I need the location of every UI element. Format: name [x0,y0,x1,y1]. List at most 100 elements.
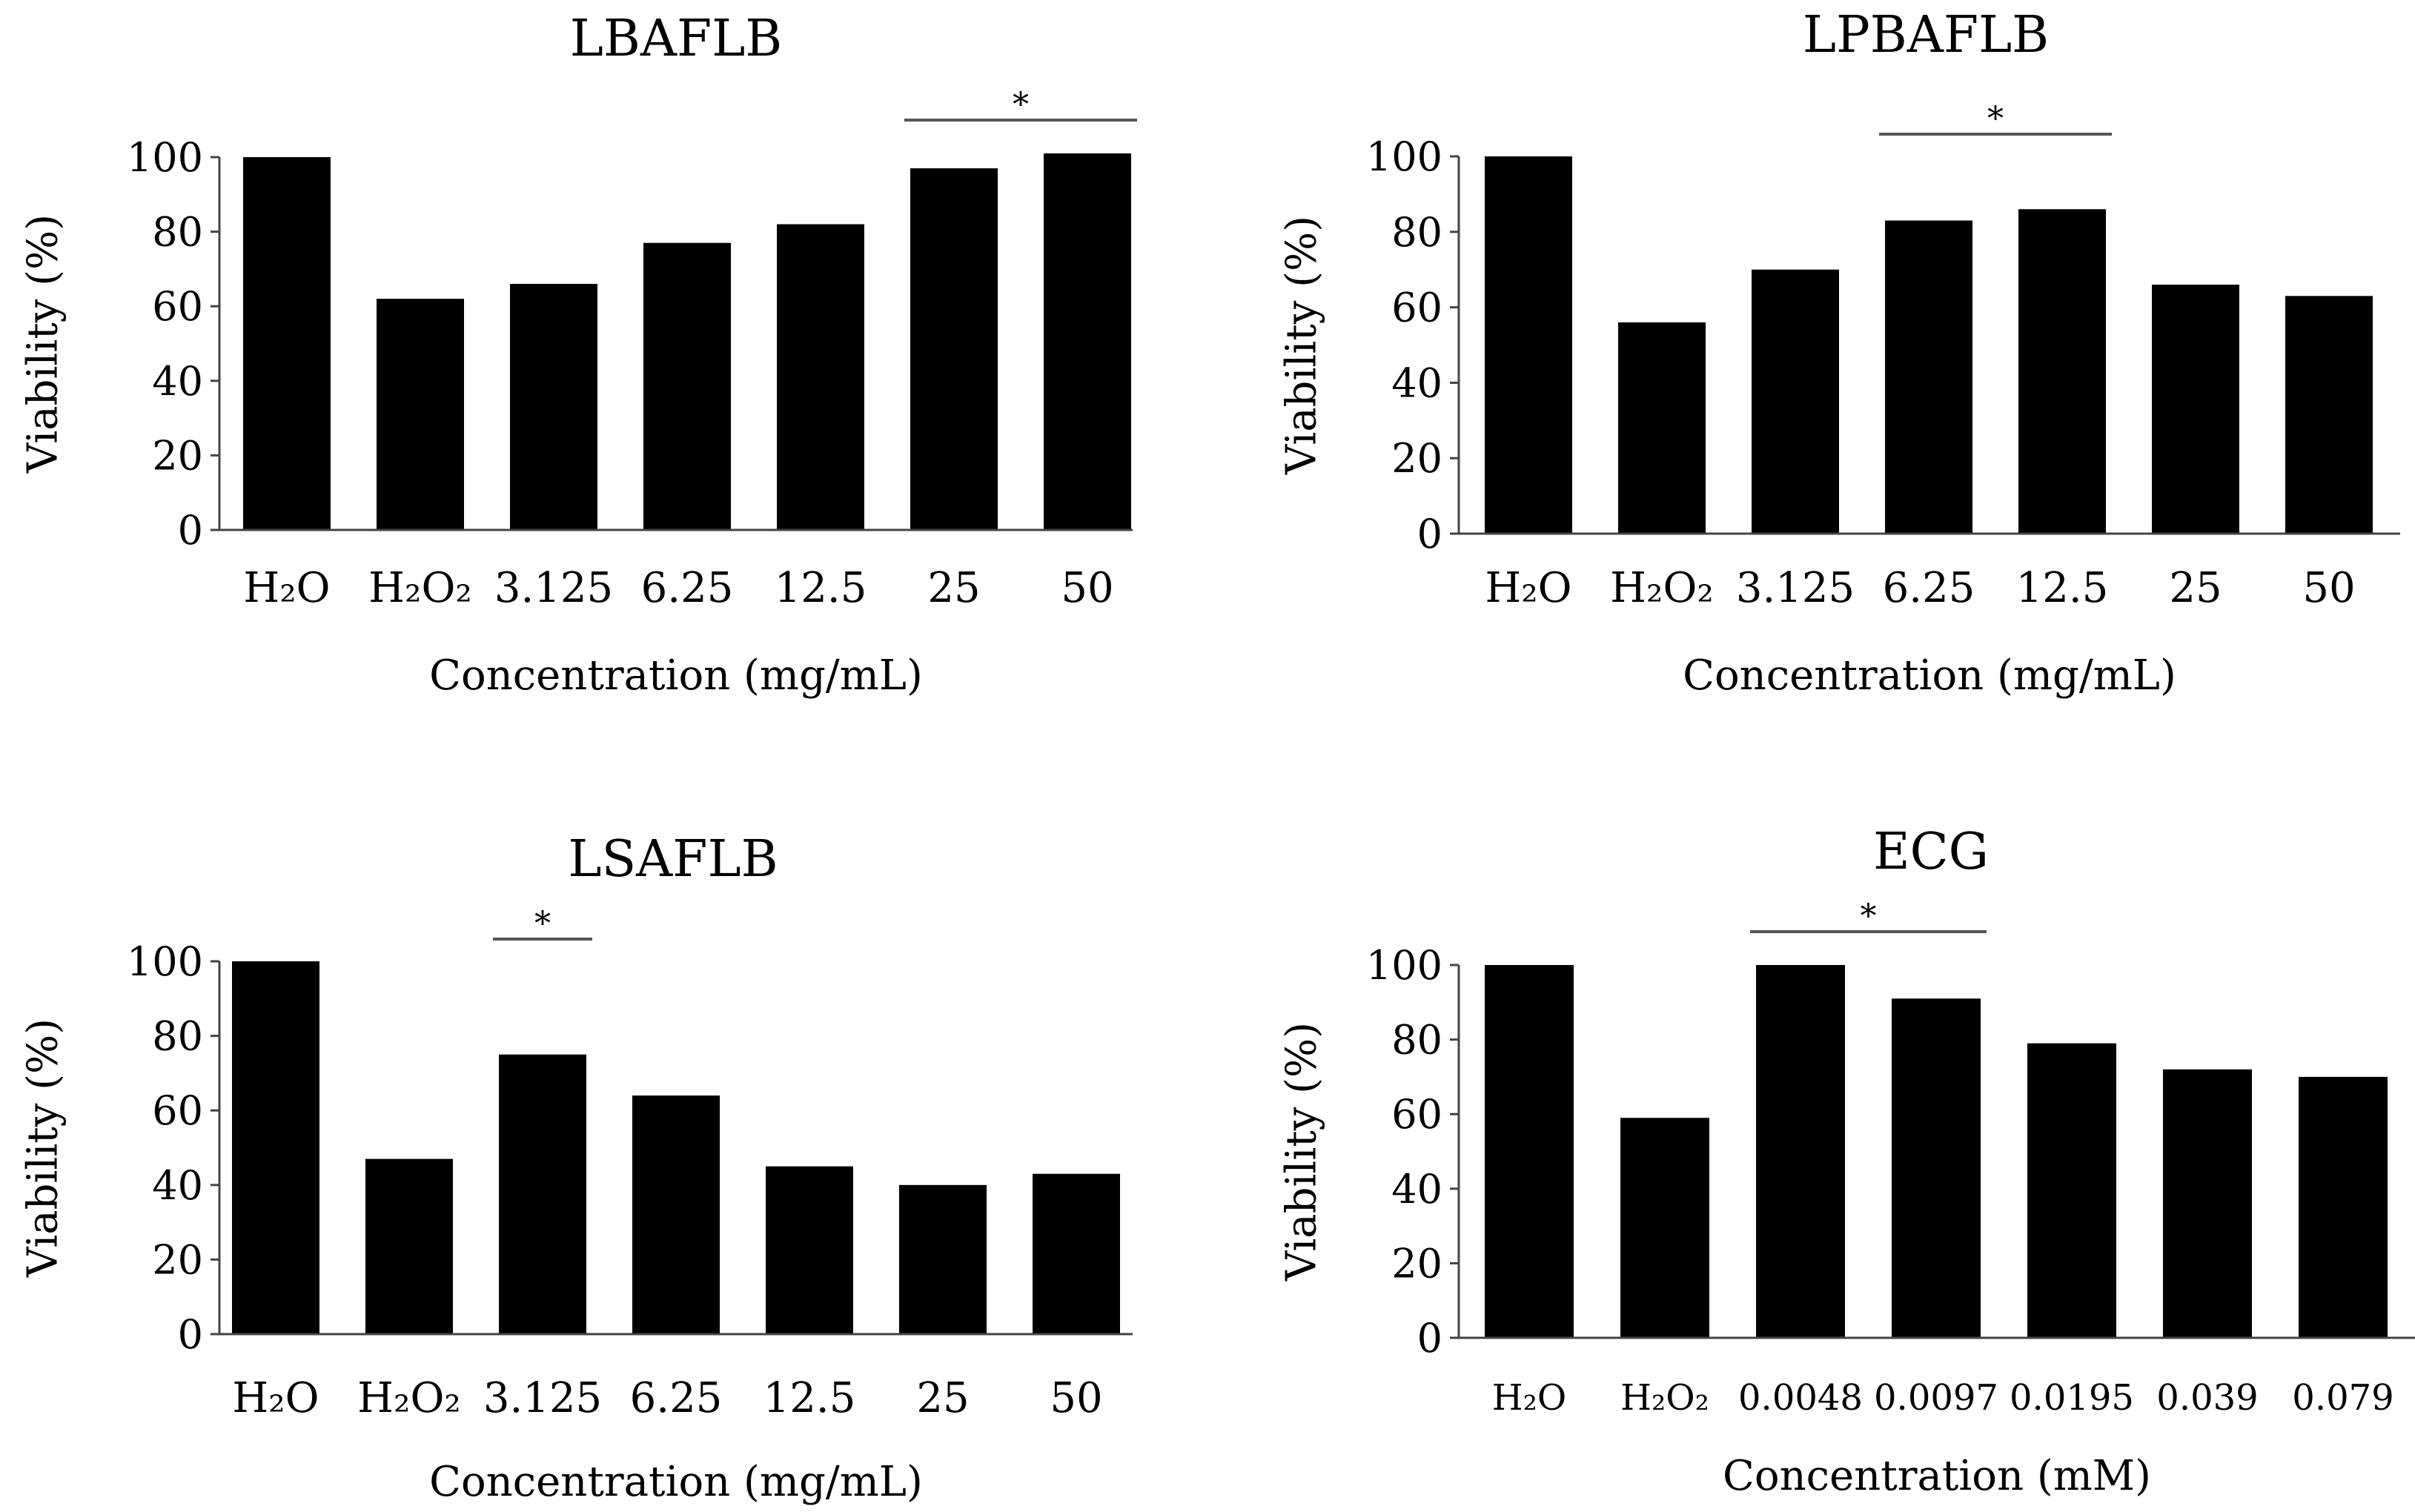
category-label: 6.25 [630,1374,723,1422]
category-label: 3.125 [483,1374,602,1422]
y-tick-label: 60 [152,283,203,330]
chart-panel-4: ECG 0 20 40 60 80 100 H₂O H₂O₂ 0.0048 0.0097 0.0195… [1278,823,2415,1500]
significance-star: * [1861,898,1877,935]
y-tick-label: 40 [152,1162,203,1209]
category-label: 0.079 [2292,1377,2394,1419]
bar-4 [632,1095,720,1334]
y-axis-label: Viability (%) [19,1018,67,1278]
category-label: 0.0195 [2010,1377,2134,1419]
x-axis-label: Concentration (mg/mL) [429,651,923,700]
x-axis-label: Concentration (mM) [1723,1452,2151,1500]
category-label: H₂O [1492,1377,1566,1419]
bar-4 [1885,220,1972,534]
category-label: H₂O₂ [1610,564,1714,612]
bar-6 [2152,285,2239,534]
category-label: 3.125 [1736,564,1855,612]
category-label: 3.125 [494,564,613,612]
category-label: H₂O₂ [368,564,472,612]
bar-5 [2027,1043,2116,1338]
category-label: 6.25 [1883,564,1975,612]
category-label: H₂O [1485,564,1571,612]
bar-4 [643,242,731,530]
y-tick-label: 0 [1417,511,1442,557]
bar-3 [1752,269,1839,534]
chart-panel-1: LBAFLB 0 20 40 60 80 100 H₂O H₂O₂ 3.125 6.25 12.5 25… [19,10,1137,700]
y-tick-label: 20 [1391,435,1442,482]
significance-star: * [1013,86,1029,124]
bar-1 [1485,965,1574,1338]
category-label: 25 [927,564,980,612]
bar-7 [1033,1173,1120,1334]
category-label: 50 [1050,1374,1102,1422]
y-tick-label: 0 [178,507,203,554]
category-label: 0.0097 [1874,1377,1998,1419]
y-tick-label: 20 [152,432,203,479]
chart-title: ECG [1873,823,1989,881]
bar-4 [1892,998,1981,1338]
bar-1 [1485,156,1572,534]
y-tick-label: 20 [152,1236,203,1283]
y-tick-label: 100 [1366,133,1442,180]
y-axis-label: Viability (%) [1278,216,1326,475]
bar-2 [1618,322,1706,534]
chart-title: LBAFLB [570,10,783,68]
bar-7 [1044,153,1131,530]
y-tick-label: 0 [178,1311,203,1358]
category-label: H₂O [232,1374,319,1422]
bar-3 [510,284,597,530]
y-tick-label: 100 [127,134,203,181]
bar-7 [2299,1076,2388,1338]
bar-2 [377,299,464,530]
bar-5 [766,1166,853,1334]
y-tick-label: 80 [152,1013,203,1060]
y-tick-label: 40 [152,358,203,405]
significance-star: * [534,905,551,943]
bar-1 [243,157,331,530]
category-label: 6.25 [641,564,734,612]
bar-2 [1620,1118,1709,1338]
bar-6 [910,168,998,530]
y-tick-label: 60 [1391,285,1442,331]
category-label: 12.5 [775,564,867,612]
category-label: 12.5 [2016,564,2109,612]
y-tick-label: 60 [152,1087,203,1134]
bar-6 [899,1184,987,1334]
bar-1 [232,961,319,1334]
category-label: 12.5 [763,1374,856,1422]
chart-title: LSAFLB [568,830,778,889]
y-tick-label: 20 [1391,1240,1442,1287]
bar-3 [499,1054,586,1334]
x-axis-label: Concentration (mg/mL) [429,1458,923,1506]
chart-panel-3: LSAFLB 0 20 40 60 80 100 H₂O H₂O₂ 3.125 6.25 12.5 25… [19,830,1133,1506]
y-tick-label: 40 [1391,1166,1442,1213]
category-label: H₂O [243,564,330,612]
bar-5 [777,224,864,530]
y-tick-label: 80 [1391,1017,1442,1064]
category-label: 25 [2169,564,2222,612]
y-tick-label: 40 [1391,359,1442,406]
category-label: 50 [1061,564,1113,612]
chart-title: LPBAFLB [1803,6,2049,64]
category-label: 25 [916,1374,969,1422]
y-tick-label: 100 [1366,942,1442,989]
significance-star: * [1987,100,2004,138]
bar-6 [2163,1069,2252,1338]
category-label: 0.039 [2156,1377,2258,1419]
category-label: H₂O₂ [357,1374,461,1422]
bar-5 [2018,209,2106,534]
y-tick-label: 60 [1391,1091,1442,1138]
y-tick-label: 80 [1391,209,1442,256]
category-label: H₂O₂ [1620,1377,1709,1419]
bar-2 [365,1158,453,1334]
y-axis-label: Viability (%) [1278,1022,1326,1281]
bar-3 [1756,965,1845,1338]
category-label: 0.0048 [1738,1377,1863,1419]
y-tick-label: 0 [1417,1315,1442,1362]
bar-7 [2285,296,2373,534]
chart-panel-2: LPBAFLB 0 20 40 60 80 100 H₂O H₂O₂ 3.125 6.25 12.5 2… [1278,6,2400,700]
y-tick-label: 100 [127,938,203,985]
x-axis-label: Concentration (mg/mL) [1683,651,2176,700]
y-tick-label: 80 [152,209,203,256]
category-label: 50 [2302,564,2355,612]
